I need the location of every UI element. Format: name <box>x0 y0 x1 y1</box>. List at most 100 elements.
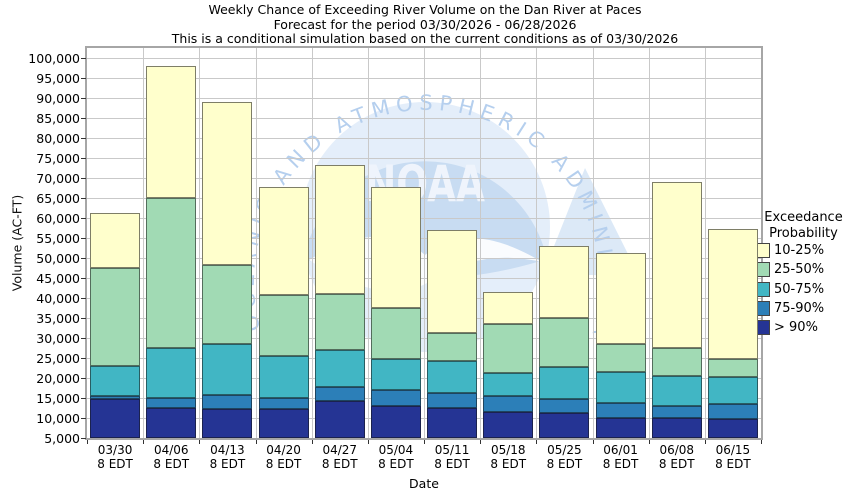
legend-item-label: 25-50% <box>774 262 825 278</box>
legend-item-label: > 90% <box>774 320 818 336</box>
y-tick-mark <box>81 438 86 439</box>
chart-title-line-1: Weekly Chance of Exceeding River Volume … <box>208 2 642 17</box>
bar-segment-04/13-10-25% <box>202 102 253 265</box>
x-tick-label: 05/18 8 EDT <box>480 443 536 471</box>
x-tick-date: 03/30 <box>97 443 133 457</box>
legend-item-label: 10-25% <box>774 243 825 259</box>
y-tick-label: 90,000 <box>36 90 80 106</box>
x-tick-time: 8 EDT <box>546 456 583 471</box>
y-tick-label: 35,000 <box>36 310 80 326</box>
v-gridline <box>592 48 594 438</box>
y-tick-mark <box>81 378 86 379</box>
y-tick-mark <box>81 158 86 159</box>
bar-segment-04/20-75-90% <box>258 397 309 410</box>
x-tick-label: 04/13 8 EDT <box>199 443 255 471</box>
y-tick-mark <box>81 58 86 59</box>
legend-item: > 90% <box>756 318 850 337</box>
bar-segment-05/25-> 90% <box>539 413 590 438</box>
x-tick-mark <box>761 440 762 444</box>
x-tick-mark <box>311 440 313 444</box>
bar-segment-05/04-10-25% <box>370 187 421 309</box>
y-tick-label: 65,000 <box>36 190 80 206</box>
bar-segment-04/27-10-25% <box>314 164 365 295</box>
chart-title-block: Weekly Chance of Exceeding River Volume … <box>0 2 850 47</box>
legend-item: 25-50% <box>756 260 850 279</box>
x-tick-mark <box>367 440 369 444</box>
x-tick-mark <box>480 440 482 444</box>
x-tick-label: 04/20 8 EDT <box>256 443 312 471</box>
bar-segment-05/18-> 90% <box>483 411 534 438</box>
bar-segment-04/06-50-75% <box>146 348 197 399</box>
bar-segment-05/04-> 90% <box>370 406 421 438</box>
y-tick-mark <box>81 398 86 399</box>
x-tick-label: 06/01 8 EDT <box>593 443 649 471</box>
bar-segment-04/13-50-75% <box>202 343 253 396</box>
x-tick-label: 04/27 8 EDT <box>312 443 368 471</box>
bar-segment-04/20-50-75% <box>258 356 309 398</box>
y-tick-mark <box>81 118 86 119</box>
x-tick-label: 06/08 8 EDT <box>649 443 705 471</box>
bar-segment-06/08-25-50% <box>651 348 702 376</box>
legend-title-line-1: Exceedance <box>764 210 843 225</box>
x-tick-mark <box>87 440 88 444</box>
v-gridline <box>536 48 538 438</box>
y-tick-mark <box>81 138 86 139</box>
bar-segment-04/20-> 90% <box>258 409 309 438</box>
bar-segment-03/30-75-90% <box>90 396 141 399</box>
bar-segment-06/15-50-75% <box>707 376 758 405</box>
bar-segment-04/06-75-90% <box>146 398 197 408</box>
x-tick-mark <box>143 440 145 444</box>
x-tick-date: 04/13 <box>210 443 245 457</box>
bar-segment-04/13-25-50% <box>202 264 253 344</box>
bar-segment-04/13-75-90% <box>202 395 253 410</box>
x-tick-label: 03/30 8 EDT <box>87 443 143 471</box>
v-gridline <box>199 48 201 438</box>
x-tick-date: 04/06 <box>153 443 189 457</box>
bar-segment-05/25-75-90% <box>539 398 590 414</box>
y-tick-label: 10,000 <box>36 410 80 426</box>
x-tick-mark <box>592 440 594 444</box>
y-tick-label: 80,000 <box>36 130 80 146</box>
y-tick-mark <box>81 278 86 279</box>
bar-segment-06/08-50-75% <box>651 375 702 406</box>
bar-segment-04/13-> 90% <box>202 409 253 438</box>
x-tick-mark <box>255 440 257 444</box>
bar-segment-06/15-25-50% <box>707 359 758 377</box>
v-gridline <box>648 48 650 438</box>
bar-segment-03/30-> 90% <box>90 398 141 438</box>
y-tick-mark <box>81 338 86 339</box>
y-tick-label: 25,000 <box>36 350 80 366</box>
legend-item-label: 75-90% <box>774 301 825 317</box>
bar-segment-06/08-> 90% <box>651 418 702 438</box>
v-gridline <box>311 48 313 438</box>
y-tick-mark <box>81 98 86 99</box>
x-tick-time: 8 EDT <box>265 456 302 471</box>
chart-title-line-3: This is a conditional simulation based o… <box>171 31 679 47</box>
x-tick-time: 8 EDT <box>490 456 527 471</box>
bar-segment-03/30-50-75% <box>90 366 141 396</box>
plot-area: NOAA OCEANIC AND ATMOSPHERIC ADMINISTRA <box>85 46 763 440</box>
bar-segment-04/06-> 90% <box>146 408 197 438</box>
x-tick-time: 8 EDT <box>153 456 190 471</box>
bar-segment-05/18-10-25% <box>483 292 534 325</box>
x-axis-title: Date <box>409 476 439 491</box>
bar-segment-04/27-50-75% <box>314 350 365 388</box>
bar-segment-06/15-10-25% <box>707 228 758 360</box>
y-tick-mark <box>81 298 86 299</box>
x-tick-date: 06/15 <box>715 443 751 457</box>
x-tick-mark <box>648 440 650 444</box>
legend-item: 75-90% <box>756 299 850 318</box>
v-gridline <box>704 48 706 438</box>
x-tick-date: 06/01 <box>603 443 638 457</box>
bar-segment-03/30-10-25% <box>90 212 141 268</box>
x-tick-date: 05/25 <box>547 443 582 457</box>
bar-segment-06/08-10-25% <box>651 181 702 349</box>
x-tick-time: 8 EDT <box>602 456 639 471</box>
bar-segment-05/25-25-50% <box>539 318 590 367</box>
y-tick-label: 5,000 <box>44 430 80 446</box>
bar-segment-05/11-50-75% <box>427 360 478 393</box>
y-tick-label: 95,000 <box>36 70 80 86</box>
v-gridline <box>367 48 369 438</box>
v-gridline <box>480 48 482 438</box>
x-tick-date: 04/20 <box>266 443 301 457</box>
